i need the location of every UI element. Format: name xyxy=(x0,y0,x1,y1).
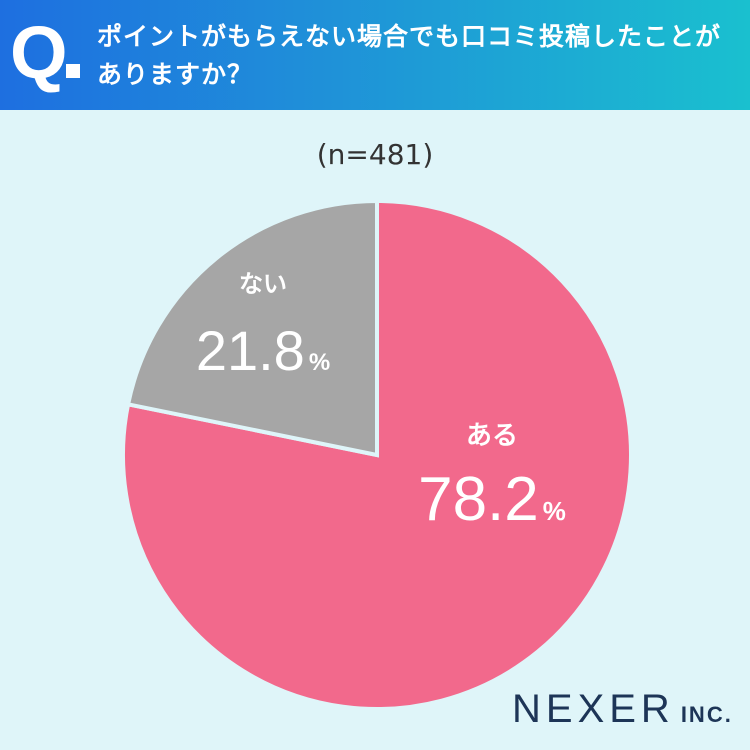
slice-label-nai: ない xyxy=(239,270,287,298)
q-dot xyxy=(66,64,80,78)
question-header: Q ポイントがもらえない場合でも口コミ投稿したことが ありますか？ xyxy=(0,0,750,110)
sample-size: (n=481) xyxy=(316,138,434,171)
slice-value-aru: 78.2% xyxy=(418,465,566,534)
logo-sub: INC. xyxy=(680,702,733,727)
question-line-1: ポイントがもらえない場合でも口コミ投稿したことが xyxy=(97,22,722,51)
pie-slice-nai xyxy=(125,198,379,458)
question-text: ポイントがもらえない場合でも口コミ投稿したことが ありますか？ xyxy=(97,18,737,94)
logo-main: NEXER xyxy=(512,687,675,731)
nexer-logo: NEXER INC. xyxy=(512,687,733,732)
q-mark: Q xyxy=(10,11,68,94)
slice-label-aru: ある xyxy=(466,421,518,451)
slice-value-nai: 21.8% xyxy=(196,319,330,382)
question-line-2: ありますか？ xyxy=(97,60,254,89)
